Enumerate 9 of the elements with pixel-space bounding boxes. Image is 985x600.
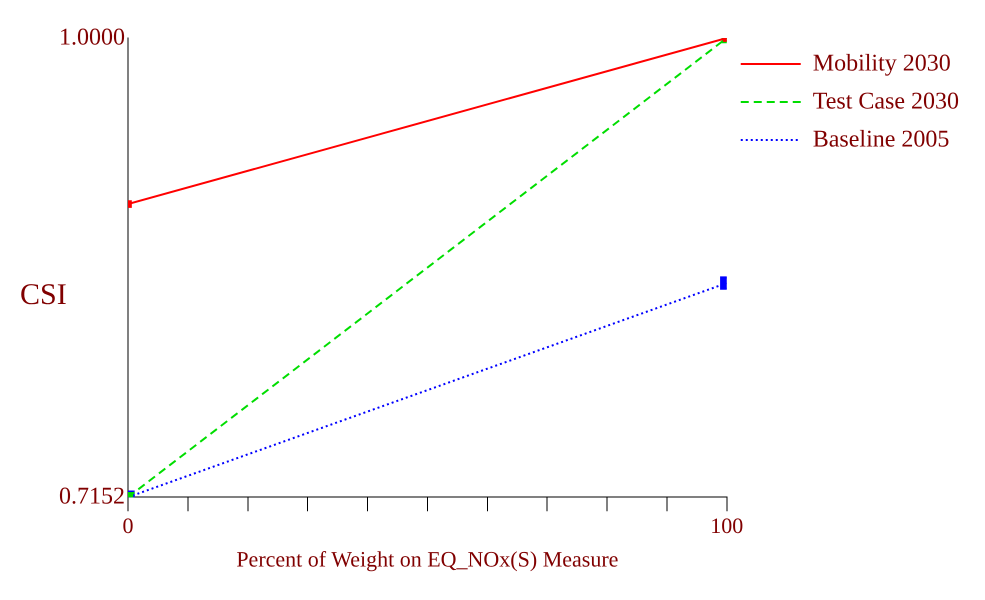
legend-label: Mobility 2030 (812, 50, 951, 76)
x-tick-label: 100 (710, 513, 744, 538)
legend-label: Baseline 2005 (812, 126, 950, 152)
y-tick-label: 0.7152 (59, 483, 125, 510)
legend-label: Test Case 2030 (812, 88, 960, 114)
x-axis-title: Percent of Weight on EQ_NOx(S) Measure (236, 546, 618, 572)
y-tick-label: 1.0000 (59, 24, 125, 50)
y-axis-title: CSI (20, 278, 67, 312)
x-tick-label: 0 (122, 513, 134, 538)
